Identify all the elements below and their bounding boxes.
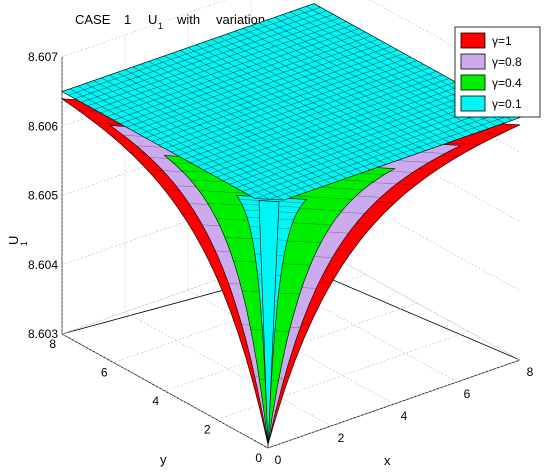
- title-variable: U: [148, 12, 157, 27]
- z-grid-line-right: [313, 176, 521, 292]
- title-variation: variation: [216, 12, 265, 27]
- plateau-mesh-line: [100, 24, 353, 114]
- surface-layers: [60, 3, 521, 449]
- plateau-mesh-line: [269, 113, 514, 200]
- plateau-mesh-line: [152, 53, 405, 142]
- plateau-mesh-line: [266, 19, 473, 135]
- plateau-mesh-line: [94, 21, 347, 110]
- plateau-mesh-line: [113, 31, 366, 121]
- z-tick-label: 8.606: [28, 119, 58, 133]
- y-grid-line: [216, 331, 469, 420]
- plateau-mesh-line: [68, 7, 321, 96]
- plateau-mesh-line: [126, 39, 379, 128]
- plateau-mesh-line: [250, 25, 458, 140]
- y-tick-label: 4: [152, 394, 159, 408]
- plateau-mesh-line: [158, 56, 411, 146]
- y-tick-label: 6: [101, 366, 108, 380]
- plateau-mesh-line: [258, 22, 465, 138]
- plateau-mesh-line: [282, 14, 489, 129]
- x-tick-labels: 0 2 4 6 8: [275, 365, 534, 467]
- z-tick-label: 8.603: [28, 327, 58, 341]
- legend-label: γ=0.4: [492, 76, 522, 90]
- plateau-mesh-line: [119, 35, 372, 124]
- plateau-mesh-line: [227, 33, 434, 149]
- title-case-label: CASE: [75, 12, 111, 27]
- surface-series-2: [163, 155, 396, 445]
- z-axis-label-text: U: [6, 236, 21, 245]
- plateau-mesh-line: [69, 88, 270, 200]
- plateau-mesh-line: [74, 10, 327, 99]
- y-tick-label: 0: [255, 451, 262, 465]
- y-grid-line: [267, 359, 521, 449]
- plateau-mesh-line: [61, 3, 315, 92]
- plateau-mesh-line: [81, 14, 334, 103]
- z-tick-label: 8.604: [28, 258, 58, 272]
- plateau-mesh-line: [87, 17, 340, 107]
- x-tick-label: 4: [401, 409, 408, 423]
- plateau-mesh-line: [203, 41, 410, 157]
- plateau-mesh-line: [195, 44, 402, 160]
- y-tick-label: 8: [49, 337, 56, 351]
- legend-swatch: [460, 32, 486, 49]
- x-tick-label: 0: [275, 453, 282, 467]
- plateau-mesh-line: [164, 60, 418, 149]
- y-tick-label: 2: [204, 423, 211, 437]
- legend-label: γ=1: [492, 34, 512, 48]
- z-tick-label: 8.605: [28, 189, 58, 203]
- plateau-mesh-line: [219, 36, 426, 151]
- title-variable-subscript: 1: [158, 21, 163, 31]
- z-axis-label: U 1: [6, 236, 29, 246]
- z-tick-labels: 8.603 8.604 8.605 8.606 8.607: [28, 50, 58, 341]
- plateau-mesh-line: [235, 30, 442, 146]
- y-axis-label: y: [160, 452, 167, 467]
- back-floor-edge-right: [304, 267, 521, 361]
- z-axis-label-subscript: 1: [19, 241, 29, 246]
- legend-swatch: [460, 74, 486, 91]
- legend-label: γ=0.8: [492, 55, 522, 69]
- legend-label: γ=0.1: [492, 97, 522, 111]
- legend-swatch: [460, 95, 486, 112]
- title-case-number: 1: [124, 12, 131, 27]
- plateau-mesh-line: [139, 46, 392, 135]
- legend-swatch: [460, 53, 486, 70]
- x-axis-label: x: [384, 453, 391, 468]
- x-grid-line: [61, 57, 269, 449]
- plateau-mesh-line: [132, 42, 385, 131]
- plateau-mesh-line: [274, 17, 481, 132]
- x-tick-label: 8: [527, 365, 534, 379]
- legend-entries: γ=1 γ=0.8 γ=0.4 γ=0.1: [460, 32, 522, 112]
- z-tick-label: 8.607: [28, 50, 58, 64]
- plateau-mesh-line: [107, 28, 360, 117]
- plateau-mesh-line: [243, 28, 450, 143]
- x-tick-label: 2: [338, 431, 345, 445]
- y-tick-labels: 0 2 4 6 8: [49, 337, 262, 465]
- plateau-mesh-line: [211, 39, 418, 154]
- x-tick-label: 6: [464, 387, 471, 401]
- legend: γ=1 γ=0.8 γ=0.4 γ=0.1: [454, 26, 541, 118]
- surface-spike: [258, 200, 280, 449]
- plateau-mesh-line: [145, 49, 398, 139]
